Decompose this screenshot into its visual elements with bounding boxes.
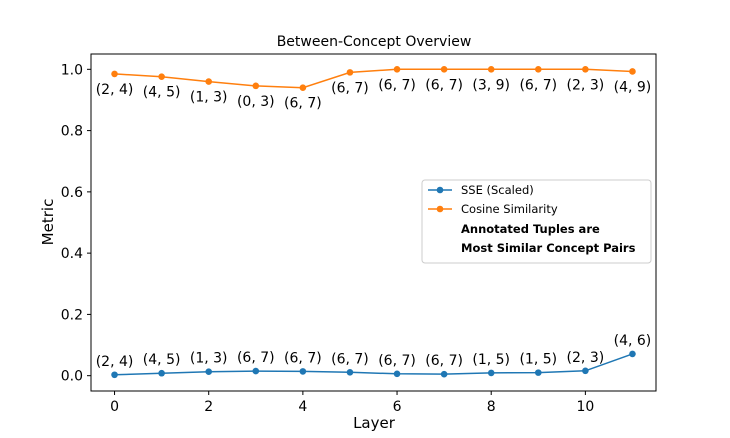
annotation-cosine: (0, 3) [237,94,275,110]
x-tick-label: 0 [110,399,119,415]
annotation-sse: (4, 5) [143,352,181,368]
data-point-sse [629,350,636,358]
data-point-cosine [252,82,260,90]
plot-area: (2, 4) (4, 5) (1, 3) (6, 7) (6, 7) (6, 7) (6, … [96,66,652,379]
annotation-sse: (2, 4) [96,354,134,370]
y-tick-label: 0.6 [61,185,83,201]
y-axis-label: Metric [39,199,57,246]
annotation-sse: (6, 7) [378,353,416,369]
annotation-sse: (1, 3) [190,351,228,367]
legend-marker-sse [436,186,444,194]
annotation-sse: (1, 5) [519,352,557,368]
legend-label-cosine: Cosine Similarity [461,202,558,216]
x-tick-label: 4 [298,399,307,415]
legend: SSE (Scaled) Cosine Similarity Annotated… [421,179,652,264]
data-point-cosine [629,68,636,75]
y-tick-label: 0.2 [61,307,83,323]
y-tick-label: 1.0 [61,62,83,78]
y-tick-label: 0.4 [61,246,83,262]
data-point-cosine [158,73,165,80]
legend-box [421,179,652,264]
annotation-cosine: (4, 9) [614,79,652,95]
data-point-cosine [487,66,495,73]
data-point-cosine [440,66,448,73]
annotation-sse: (1, 5) [472,352,510,368]
y-tick-label: 0.8 [61,124,83,140]
legend-label-sse: SSE (Scaled) [461,183,534,197]
legend-note-line-2: Most Similar Concept Pairs [461,241,636,255]
annotation-cosine: (6, 7) [425,77,463,93]
x-tick-label: 6 [393,399,402,415]
data-point-sse [440,370,448,378]
annotation-cosine: (1, 3) [190,90,228,106]
x-tick-label: 10 [576,399,594,415]
x-axis: 0 2 4 6 8 10 [110,391,594,415]
annotation-sse: (2, 3) [567,350,605,366]
annotation-cosine: (2, 3) [567,77,605,93]
annotation-cosine: (6, 7) [519,77,557,93]
data-point-sse [487,369,495,377]
data-point-cosine [299,84,307,91]
data-point-sse [299,368,307,375]
data-point-sse [582,367,589,375]
series-line-cosine [114,68,633,89]
x-axis-label: Layer [353,414,396,432]
y-tick-label: 0.0 [61,369,83,385]
annotation-cosine: (6, 7) [378,77,416,93]
data-point-sse [534,369,542,376]
x-tick-label: 8 [487,399,496,415]
data-point-sse [111,371,118,379]
chart-title: Between-Concept Overview [277,34,472,50]
data-point-sse [252,367,260,375]
annotation-sse: (6, 7) [331,351,369,367]
annotation-cosine: (6, 7) [284,96,322,112]
data-point-cosine [534,66,542,73]
annotation-sse: (6, 7) [237,350,275,366]
annotation-cosine: (3, 9) [472,77,510,93]
data-point-sse [158,369,165,377]
annotation-cosine: (2, 4) [96,82,134,98]
data-point-sse [346,369,354,376]
plot-frame [90,53,657,392]
data-point-sse [205,368,213,375]
data-point-cosine [111,70,118,78]
series-line-sse [114,353,633,376]
x-tick-label: 2 [204,399,213,415]
annotation-cosine: (4, 5) [143,85,181,101]
data-point-cosine [582,66,589,73]
annotation-sse: (6, 7) [425,353,463,369]
legend-marker-cosine [436,205,444,213]
annotation-cosine: (6, 7) [331,80,369,96]
annotation-sse: (6, 7) [284,350,322,366]
data-point-sse [393,370,401,378]
data-point-cosine [346,69,354,76]
legend-note-line-1: Annotated Tuples are [461,222,600,236]
annotation-sse: (4, 6) [614,333,652,349]
data-point-cosine [393,66,401,73]
data-point-cosine [205,78,213,85]
y-axis: 0.0 0.2 0.4 0.6 0.8 1.0 [61,62,91,385]
